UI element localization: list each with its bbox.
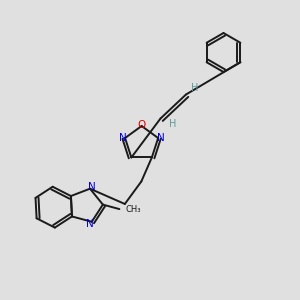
Text: N: N: [88, 182, 95, 192]
Text: CH₃: CH₃: [126, 205, 142, 214]
Text: N: N: [86, 219, 94, 229]
Text: N: N: [119, 133, 127, 143]
Text: O: O: [137, 120, 146, 130]
Text: N: N: [157, 133, 164, 143]
Text: H: H: [169, 119, 177, 129]
Text: H: H: [191, 83, 198, 93]
